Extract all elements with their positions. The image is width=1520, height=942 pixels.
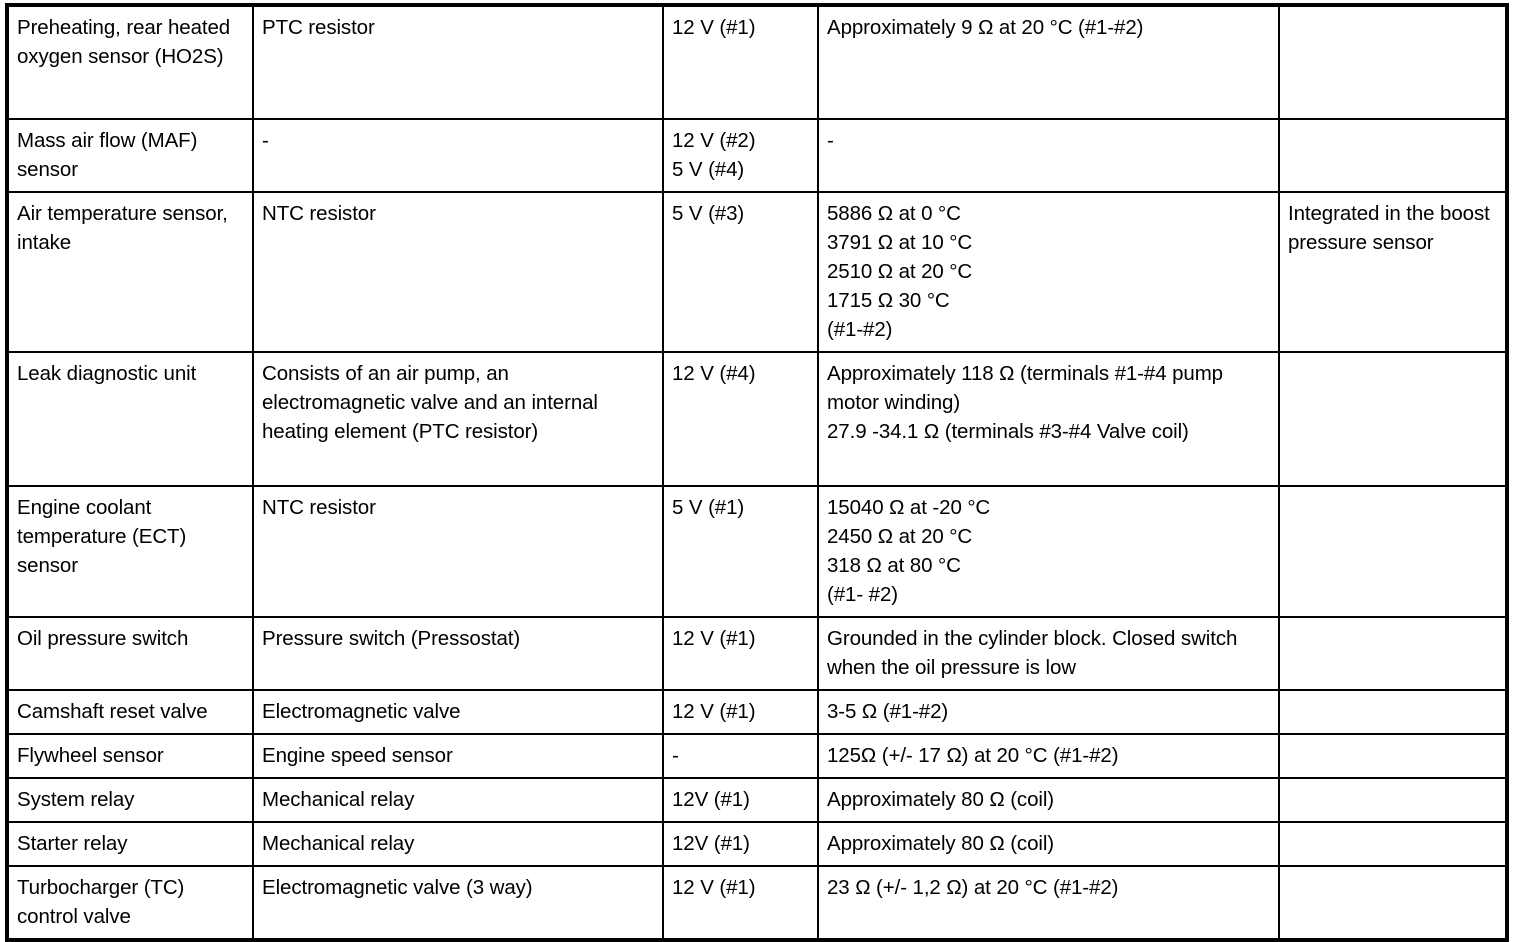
table-row: Engine coolant temperature (ECT) sensor … (6, 485, 1508, 618)
cell-note (1278, 485, 1508, 618)
cell-resistance-value: 5886 Ω at 0 °C 3791 Ω at 10 °C 2510 Ω at… (817, 191, 1280, 353)
cell-supply-voltage: 12 V (#1) (662, 616, 819, 691)
cell-component: System relay (6, 777, 254, 823)
cell-type: Electromagnetic valve (252, 689, 664, 735)
cell-resistance-value: Approximately 80 Ω (coil) (817, 777, 1280, 823)
cell-supply-voltage: 12 V (#1) (662, 865, 819, 941)
cell-supply-voltage: 12 V (#1) (662, 689, 819, 735)
cell-component: Preheating, rear heated oxygen sensor (H… (6, 4, 254, 120)
cell-note (1278, 616, 1508, 691)
cell-type: PTC resistor (252, 4, 664, 120)
cell-supply-voltage: 12 V (#4) (662, 351, 819, 487)
cell-type: NTC resistor (252, 191, 664, 353)
cell-resistance-value: Approximately 9 Ω at 20 °C (#1-#2) (817, 4, 1280, 120)
cell-supply-voltage: 12 V (#2) 5 V (#4) (662, 118, 819, 193)
table-row: Camshaft reset valve Electromagnetic val… (6, 689, 1508, 735)
cell-supply-voltage: - (662, 733, 819, 779)
table-row: System relay Mechanical relay 12V (#1) A… (6, 777, 1508, 823)
cell-type: Electromagnetic valve (3 way) (252, 865, 664, 941)
cell-type: Mechanical relay (252, 821, 664, 867)
cell-type: Pressure switch (Pressostat) (252, 616, 664, 691)
cell-resistance-value: - (817, 118, 1280, 193)
cell-resistance-value: Approximately 80 Ω (coil) (817, 821, 1280, 867)
cell-component: Engine coolant temperature (ECT) sensor (6, 485, 254, 618)
table-row: Turbocharger (TC) control valve Electrom… (6, 865, 1508, 941)
cell-supply-voltage: 12V (#1) (662, 821, 819, 867)
cell-note (1278, 4, 1508, 120)
cell-note (1278, 733, 1508, 779)
cell-resistance-value: Grounded in the cylinder block. Closed s… (817, 616, 1280, 691)
cell-component: Mass air flow (MAF) sensor (6, 118, 254, 193)
cell-note (1278, 821, 1508, 867)
cell-supply-voltage: 12 V (#1) (662, 4, 819, 120)
cell-note: Integrated in the boost pressure sensor (1278, 191, 1508, 353)
table-row: Mass air flow (MAF) sensor - 12 V (#2) 5… (6, 118, 1508, 193)
table-row: Air temperature sensor, intake NTC resis… (6, 191, 1508, 353)
cell-resistance-value: Approximately 118 Ω (terminals #1-#4 pum… (817, 351, 1280, 487)
table-row: Flywheel sensor Engine speed sensor - 12… (6, 733, 1508, 779)
cell-type: NTC resistor (252, 485, 664, 618)
cell-component: Oil pressure switch (6, 616, 254, 691)
cell-type: Consists of an air pump, an electromagne… (252, 351, 664, 487)
cell-resistance-value: 23 Ω (+/- 1,2 Ω) at 20 °C (#1-#2) (817, 865, 1280, 941)
cell-note (1278, 689, 1508, 735)
cell-component: Starter relay (6, 821, 254, 867)
cell-note (1278, 351, 1508, 487)
cell-type: Engine speed sensor (252, 733, 664, 779)
cell-note (1278, 118, 1508, 193)
cell-type: Mechanical relay (252, 777, 664, 823)
cell-component: Camshaft reset valve (6, 689, 254, 735)
cell-resistance-value: 125Ω (+/- 17 Ω) at 20 °C (#1-#2) (817, 733, 1280, 779)
cell-type: - (252, 118, 664, 193)
cell-note (1278, 777, 1508, 823)
cell-component: Flywheel sensor (6, 733, 254, 779)
cell-resistance-value: 15040 Ω at -20 °C 2450 Ω at 20 °C 318 Ω … (817, 485, 1280, 618)
cell-component: Turbocharger (TC) control valve (6, 865, 254, 941)
table-row: Oil pressure switch Pressure switch (Pre… (6, 616, 1508, 691)
cell-resistance-value: 3-5 Ω (#1-#2) (817, 689, 1280, 735)
cell-supply-voltage: 5 V (#1) (662, 485, 819, 618)
cell-component: Leak diagnostic unit (6, 351, 254, 487)
table-row: Preheating, rear heated oxygen sensor (H… (6, 4, 1508, 120)
cell-supply-voltage: 12V (#1) (662, 777, 819, 823)
cell-component: Air temperature sensor, intake (6, 191, 254, 353)
cell-note (1278, 865, 1508, 941)
table-row: Leak diagnostic unit Consists of an air … (6, 351, 1508, 487)
table-row: Starter relay Mechanical relay 12V (#1) … (6, 821, 1508, 867)
table-body: Preheating, rear heated oxygen sensor (H… (6, 4, 1508, 941)
component-specification-table: Preheating, rear heated oxygen sensor (H… (5, 3, 1509, 942)
cell-supply-voltage: 5 V (#3) (662, 191, 819, 353)
